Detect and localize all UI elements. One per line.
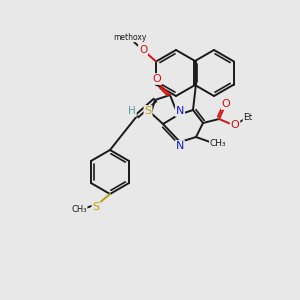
Text: N: N [176,106,184,116]
Text: H: H [128,106,136,116]
Text: CH₃: CH₃ [210,140,226,148]
Text: O: O [222,99,230,109]
Text: N: N [176,141,184,151]
Text: O: O [139,45,147,55]
Text: S: S [144,106,152,116]
Text: CH₃: CH₃ [71,205,87,214]
Text: O: O [153,74,161,84]
Text: S: S [92,202,100,212]
Text: O: O [231,120,239,130]
Text: methoxy: methoxy [113,32,147,41]
Text: Et: Et [243,113,253,122]
